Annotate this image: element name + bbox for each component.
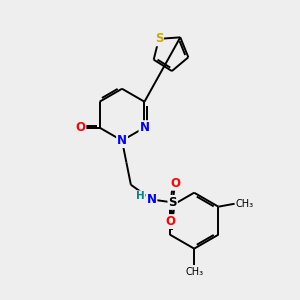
- Text: O: O: [75, 121, 85, 134]
- Text: S: S: [154, 32, 163, 45]
- Text: CH₃: CH₃: [235, 199, 253, 209]
- Text: N: N: [117, 134, 127, 147]
- Text: O: O: [165, 215, 175, 228]
- Text: CH₃: CH₃: [185, 267, 203, 277]
- Text: N: N: [146, 193, 157, 206]
- Text: H: H: [136, 191, 145, 201]
- Text: N: N: [140, 121, 149, 134]
- Text: S: S: [168, 196, 177, 209]
- Text: O: O: [170, 177, 180, 190]
